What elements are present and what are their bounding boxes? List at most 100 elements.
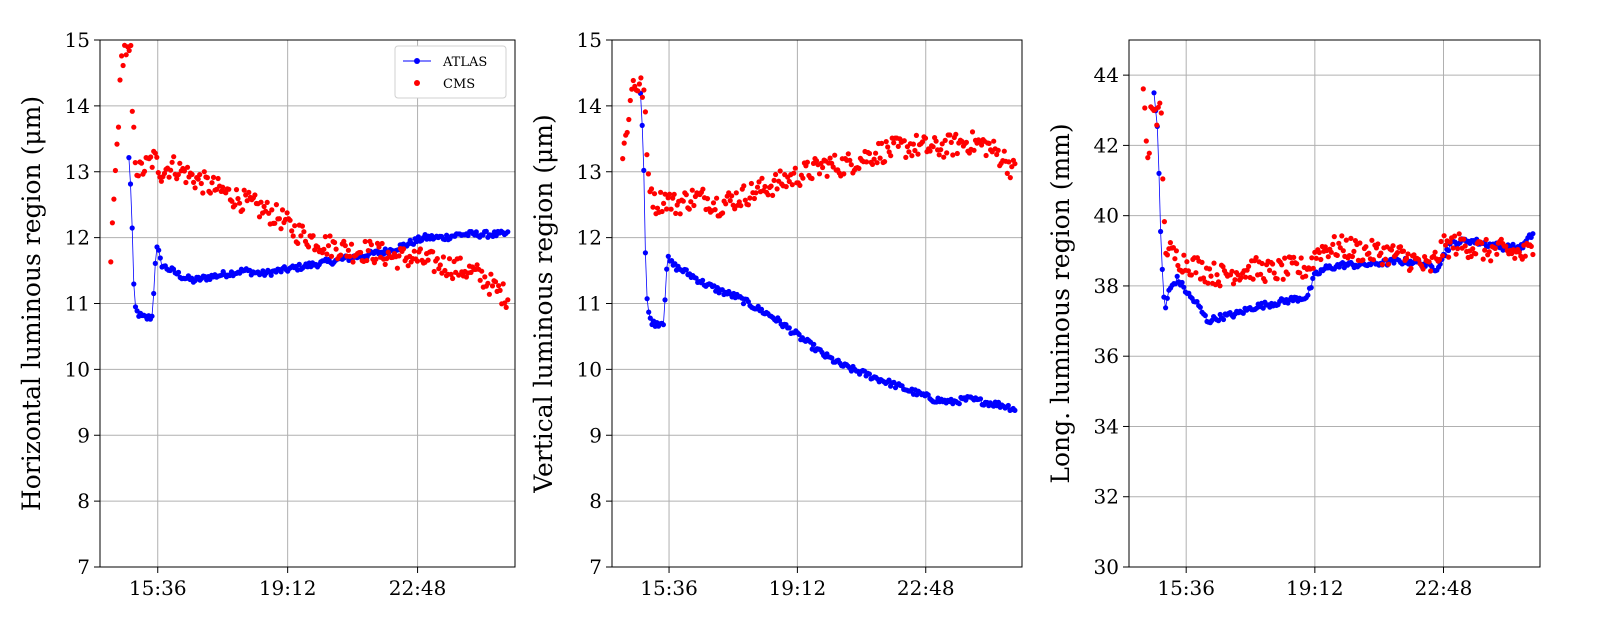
data-point-cms — [1348, 235, 1354, 241]
data-point-cms — [930, 144, 936, 150]
data-point-cms — [1160, 176, 1166, 182]
data-point-cms — [809, 175, 815, 182]
y-tick-label: 12 — [577, 226, 602, 250]
data-point-cms — [1316, 249, 1322, 256]
data-point-cms — [1415, 256, 1422, 262]
data-point-cms — [287, 217, 293, 223]
data-point-atlas — [151, 290, 157, 297]
data-point-cms — [1370, 257, 1376, 263]
data-point-cms — [1352, 238, 1358, 244]
data-point-cms — [971, 147, 977, 153]
data-point-cms — [919, 139, 926, 145]
data-point-cms — [1303, 273, 1309, 279]
data-point-cms — [1349, 253, 1355, 260]
data-point-cms — [1243, 274, 1249, 280]
data-point-cms — [479, 268, 485, 274]
data-point-cms — [135, 173, 141, 179]
y-tick-label: 10 — [65, 357, 90, 381]
data-point-cms — [1363, 244, 1369, 250]
data-point-cms — [152, 150, 158, 156]
data-point-cms — [430, 249, 436, 255]
data-point-cms — [289, 228, 295, 234]
y-tick-label: 38 — [1094, 274, 1119, 298]
data-point-atlas — [700, 277, 706, 283]
data-point-cms — [119, 53, 125, 59]
data-point-cms — [226, 186, 232, 192]
data-point-cms — [401, 246, 407, 252]
data-point-atlas — [740, 301, 747, 307]
data-point-cms — [732, 206, 738, 212]
data-point-cms — [446, 256, 453, 262]
data-point-cms — [1400, 248, 1407, 254]
data-point-cms — [442, 267, 448, 274]
data-point-cms — [882, 159, 888, 165]
data-point-cms — [477, 277, 483, 283]
y-tick-label: 8 — [589, 489, 602, 513]
data-point-atlas — [755, 303, 761, 309]
data-point-atlas — [644, 296, 650, 302]
x-tick-label: 19:12 — [769, 576, 827, 600]
data-point-cms — [1452, 233, 1458, 239]
data-point-cms — [762, 183, 768, 190]
data-point-cms — [936, 152, 942, 158]
data-point-cms — [376, 244, 382, 250]
data-point-cms — [723, 201, 729, 207]
data-point-cms — [431, 268, 437, 275]
data-point-cms — [1441, 233, 1447, 239]
y-tick-label: 12 — [65, 226, 90, 250]
y-tick-label: 11 — [65, 292, 90, 316]
data-point-cms — [276, 216, 282, 222]
data-point-cms — [1382, 256, 1389, 262]
data-point-cms — [1167, 240, 1173, 246]
data-point-cms — [1145, 155, 1151, 161]
data-point-cms — [258, 199, 264, 205]
data-point-atlas — [1305, 292, 1311, 298]
y-axis-label: Long. luminous region (mm) — [1046, 123, 1075, 483]
data-point-cms — [1522, 253, 1528, 259]
data-point-atlas — [1308, 285, 1314, 291]
data-point-cms — [1462, 243, 1468, 249]
data-point-cms — [347, 253, 353, 259]
data-point-cms — [1351, 248, 1357, 254]
data-point-cms — [109, 220, 115, 226]
data-point-atlas — [866, 371, 873, 377]
data-point-cms — [1185, 268, 1191, 274]
data-point-cms — [848, 162, 854, 168]
data-point-cms — [1232, 277, 1238, 283]
data-point-cms — [1447, 239, 1453, 245]
data-point-atlas — [1202, 312, 1208, 319]
data-point-cms — [1379, 261, 1385, 267]
data-point-cms — [816, 171, 823, 177]
data-point-cms — [1215, 279, 1222, 285]
data-point-cms — [292, 223, 298, 229]
data-point-cms — [824, 173, 830, 179]
data-point-cms — [1282, 255, 1288, 261]
data-point-cms — [673, 210, 679, 216]
data-point-cms — [117, 77, 123, 83]
data-point-cms — [1432, 249, 1438, 255]
data-point-cms — [474, 262, 480, 268]
data-point-cms — [1405, 251, 1411, 257]
data-point-cms — [1310, 265, 1316, 271]
data-point-cms — [863, 159, 870, 165]
data-point-cms — [627, 97, 633, 104]
x-tick-label: 15:36 — [640, 576, 698, 600]
data-point-cms — [644, 152, 650, 158]
data-point-cms — [691, 202, 697, 209]
data-point-cms — [727, 198, 733, 204]
data-point-cms — [229, 198, 235, 204]
legend-marker-atlas — [414, 58, 420, 64]
data-point-cms — [128, 42, 134, 49]
data-point-atlas — [483, 228, 489, 234]
data-point-cms — [1155, 104, 1161, 110]
data-point-cms — [200, 190, 206, 196]
data-point-cms — [1468, 253, 1474, 260]
data-point-cms — [938, 147, 944, 153]
data-point-cms — [1330, 241, 1336, 247]
data-point-cms — [661, 200, 667, 206]
data-point-atlas — [1530, 231, 1536, 237]
data-point-cms — [1455, 246, 1461, 252]
data-point-cms — [1291, 254, 1297, 260]
data-point-cms — [161, 170, 168, 176]
